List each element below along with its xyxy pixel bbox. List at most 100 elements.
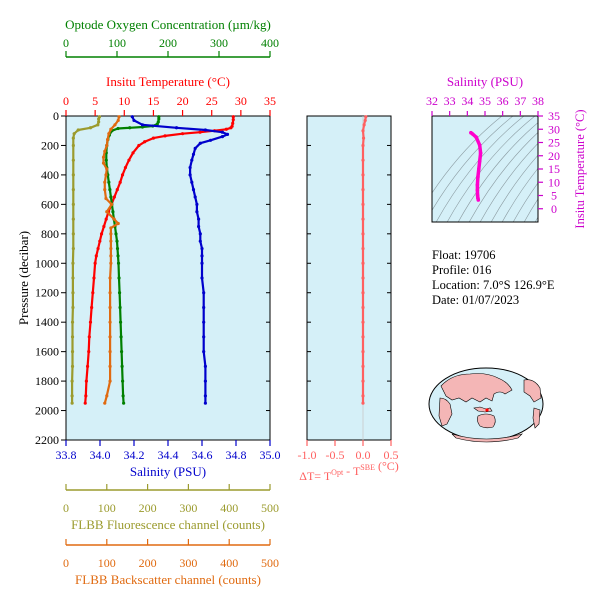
- salinity-point: [200, 246, 204, 251]
- ts-salinity-tick-label: 35: [479, 94, 491, 108]
- ts-density-contour: [534, 216, 538, 222]
- fluorescence-point: [76, 128, 80, 132]
- salinity-point: [191, 188, 196, 192]
- salinity-point: [188, 173, 192, 177]
- temperature-point: [104, 217, 108, 221]
- temperature-point: [163, 134, 167, 138]
- oxygen-point: [122, 401, 126, 405]
- fluorescence-point: [71, 188, 75, 192]
- ts-salinity-tick-label: 37: [514, 94, 526, 108]
- fluorescence-point: [71, 136, 75, 140]
- salinity-point: [220, 135, 224, 139]
- delta-t-point: [361, 401, 365, 405]
- oxygen-point: [115, 246, 120, 251]
- oxygen-point: [118, 305, 122, 310]
- oxygen-point: [114, 232, 118, 236]
- ts-salinity-axis-title: Salinity (PSU): [447, 74, 523, 89]
- backscatter-point: [117, 115, 121, 119]
- oxygen-point: [116, 254, 120, 258]
- delta-t-point: [361, 291, 365, 295]
- temperature-point: [180, 132, 185, 136]
- temperature-point: [231, 115, 235, 119]
- salinity-tick-label: 34.0: [90, 448, 111, 462]
- salinity-axis-title: Salinity (PSU): [130, 464, 206, 479]
- fluorescence-point: [71, 305, 75, 310]
- float-location: Location: 7.0°S 126.9°E: [432, 278, 555, 292]
- salinity-tick-label: 34.4: [158, 448, 179, 462]
- oxygen-point: [117, 291, 122, 295]
- salinity-point: [140, 123, 145, 127]
- map-land-australia: [477, 413, 496, 429]
- oxygen-point: [157, 117, 161, 121]
- fluorescence-point: [70, 364, 75, 368]
- salinity-point: [200, 261, 204, 265]
- fluorescence-point: [72, 132, 76, 136]
- salinity-point: [203, 364, 207, 368]
- fluorescence-point: [71, 202, 75, 206]
- delta-t-point: [363, 118, 367, 123]
- temperature-point: [151, 136, 156, 140]
- map-land-eurasia: [440, 373, 513, 403]
- delta-t-point: [361, 276, 365, 280]
- pressure-tick-label: 1000: [35, 256, 59, 270]
- backscatter-tick-label: 400: [220, 556, 238, 570]
- oxygen-tick-label: 100: [108, 36, 126, 50]
- delta-t-axis-title: ΔT= TOpt - TSBE (°C): [299, 459, 399, 483]
- delta-t-tick-label: 0.0: [356, 448, 371, 462]
- ts-point: [477, 159, 482, 163]
- salinity-point: [198, 141, 202, 145]
- delta-t-point: [364, 115, 368, 119]
- temperature-point: [115, 188, 119, 192]
- fluorescence-point: [71, 158, 75, 162]
- ts-density-contour: [490, 154, 538, 222]
- backscatter-point: [103, 188, 107, 192]
- temperature-point: [84, 394, 88, 398]
- temperature-point: [112, 195, 116, 199]
- fluorescence-point: [71, 143, 75, 148]
- fluorescence-point: [88, 126, 93, 130]
- ts-point: [478, 151, 483, 155]
- ts-density-contour: [432, 116, 503, 194]
- delta-t-point: [361, 379, 365, 383]
- temperature-tick-label: 0: [63, 94, 69, 108]
- backscatter-point: [113, 123, 117, 127]
- ts-temperature-tick-label: 35: [548, 109, 560, 123]
- fluorescence-tick-label: 300: [179, 501, 197, 515]
- data-layer: [70, 115, 483, 405]
- delta-t-point: [361, 232, 365, 236]
- pressure-tick-label: 2000: [35, 404, 59, 418]
- oxygen-point: [117, 276, 121, 280]
- salinity-point: [200, 276, 204, 280]
- salinity-point: [202, 291, 206, 295]
- backscatter-point: [105, 210, 109, 214]
- ts-point: [470, 132, 475, 136]
- temperature-axis-title: Insitu Temperature (°C): [106, 74, 230, 89]
- fluorescence-axis-title: FLBB Fluorescence channel (counts): [71, 517, 265, 532]
- salinity-point: [193, 195, 197, 199]
- axes-layer: 0200400600800100012001400160018002000220…: [16, 17, 587, 587]
- salinity-tick-label: 34.6: [192, 448, 213, 462]
- temperature-point: [93, 261, 97, 265]
- temperature-point: [127, 158, 131, 162]
- delta-t-tick-label: -1.0: [298, 448, 317, 462]
- backscatter-point: [109, 127, 113, 131]
- backscatter-point: [105, 143, 109, 148]
- oxygen-axis-title: Optode Oxygen Concentration (µm/kg): [65, 17, 271, 32]
- ts-salinity-tick-label: 36: [497, 94, 509, 108]
- salinity-point: [202, 350, 206, 354]
- ts-point: [475, 188, 480, 192]
- salinity-point: [188, 165, 192, 170]
- ts-point: [477, 143, 482, 147]
- fluorescence-tick-label: 0: [63, 501, 69, 515]
- delta-t-point: [361, 335, 365, 339]
- pressure-axis-label: Pressure (decibar): [16, 231, 31, 325]
- map-land-north-america: [523, 379, 542, 403]
- profile-number: Profile: 016: [432, 263, 492, 277]
- ts-temperature-tick-label: 25: [548, 136, 560, 150]
- ts-temperature-tick-label: 30: [548, 122, 560, 136]
- ts-salinity-tick-label: 38: [532, 94, 544, 108]
- salinity-tick-label: 34.2: [124, 448, 145, 462]
- backscatter-point: [116, 118, 120, 123]
- profile-date: Date: 01/07/2023: [432, 293, 520, 307]
